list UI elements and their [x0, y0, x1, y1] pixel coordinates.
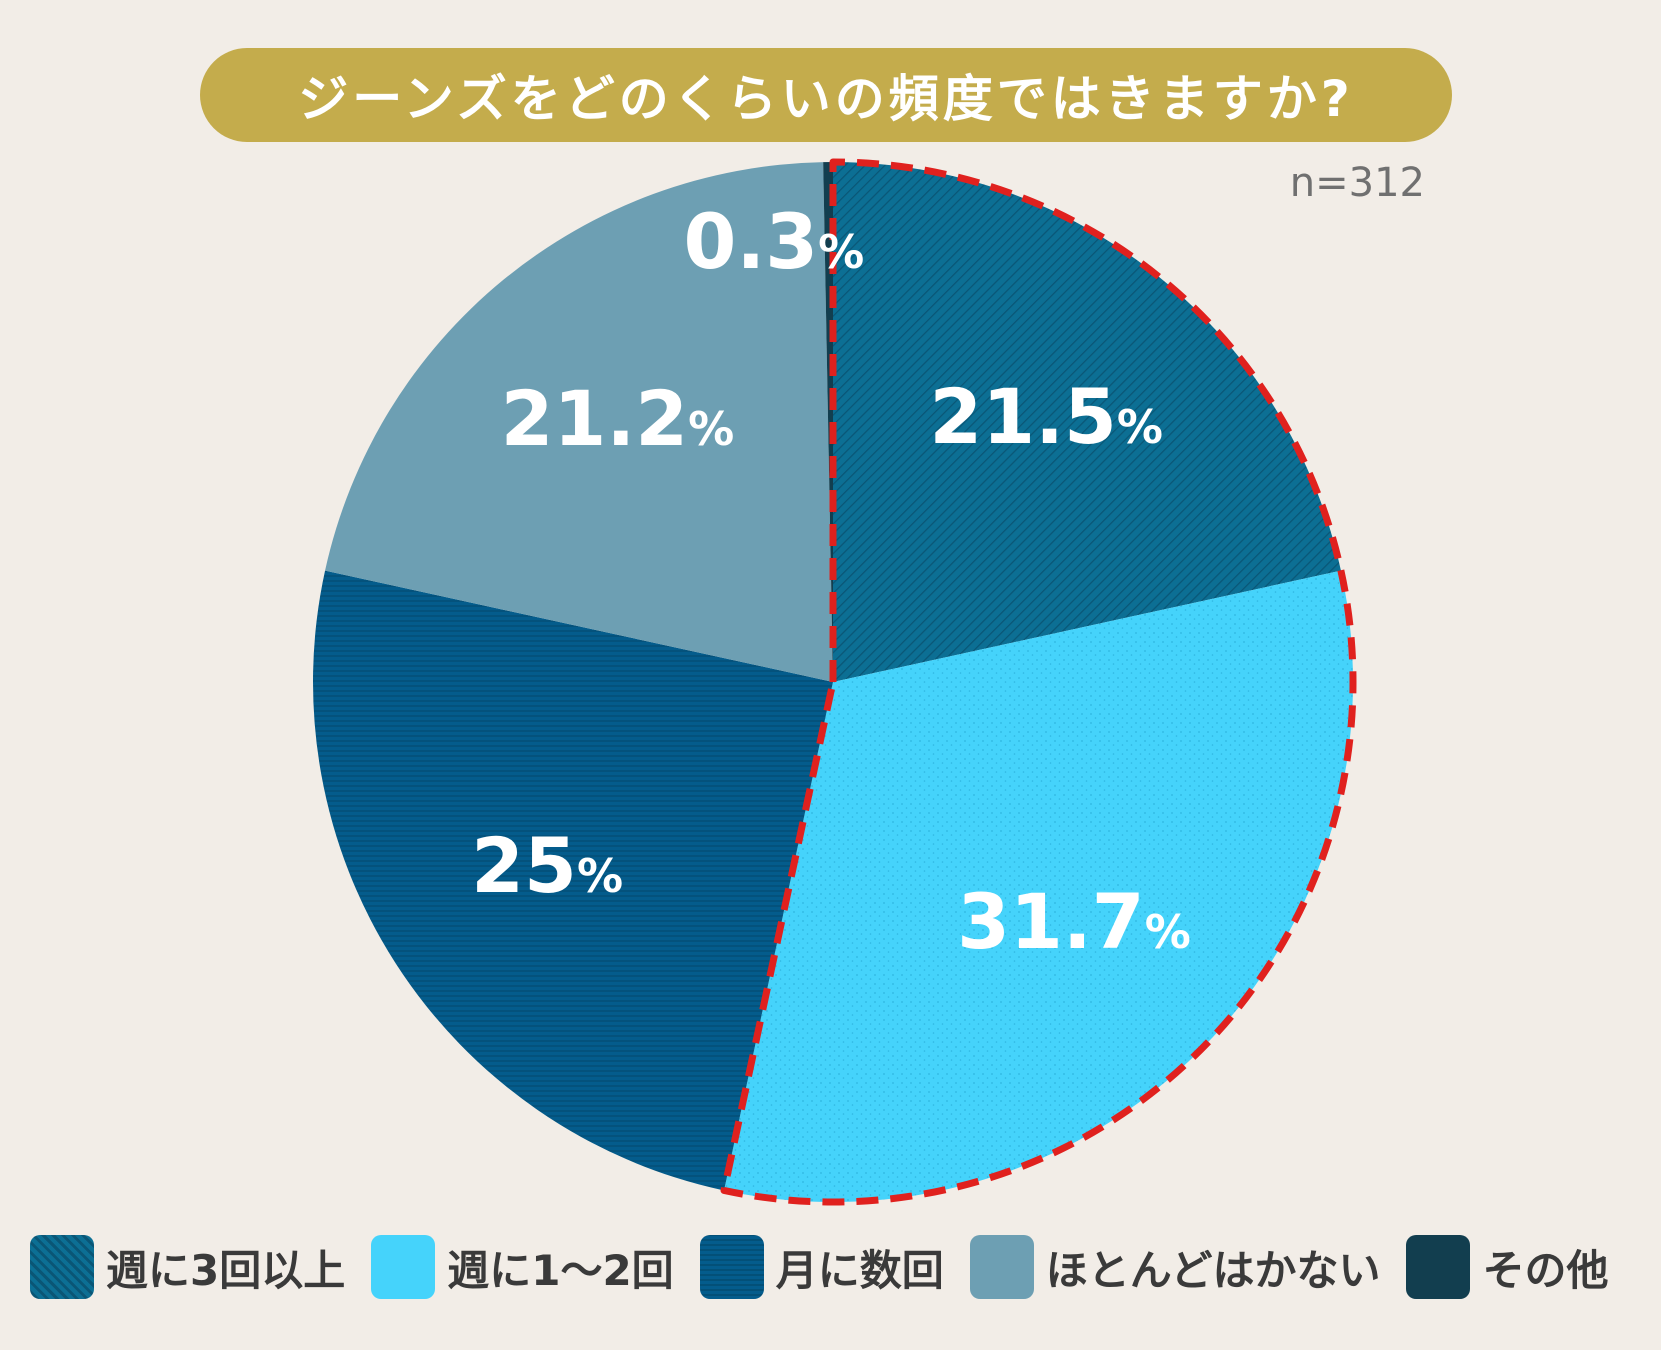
chart-title-banner: ジーンズをどのくらいの頻度ではきますか?	[200, 48, 1452, 142]
legend-item: その他	[1406, 1235, 1608, 1299]
legend-swatch	[969, 1235, 1034, 1299]
legend-label: 週に1～2回	[447, 1245, 674, 1295]
slice-value-label: 21.5%	[929, 372, 1163, 461]
legend-label: その他	[1482, 1245, 1609, 1295]
slice-value-label: 0.3%	[683, 197, 864, 286]
sample-size: n=312	[1289, 160, 1425, 206]
legend-swatch	[699, 1235, 764, 1299]
legend-label: ほとんどはかない	[1045, 1245, 1381, 1295]
pie-slice-4	[325, 162, 833, 683]
legend-label: 週に3回以上	[106, 1245, 346, 1295]
slice-value-label: 21.2%	[501, 374, 735, 463]
pie-slice-3	[313, 570, 834, 1191]
legend-label: 月に数回	[775, 1245, 944, 1295]
slice-value-label: 25%	[471, 821, 623, 910]
legend-item: 月に数回	[699, 1235, 944, 1299]
chart-title: ジーンズをどのくらいの頻度ではきますか?	[298, 70, 1354, 128]
legend-swatch	[30, 1235, 94, 1299]
legend-item: 週に3回以上	[30, 1235, 345, 1299]
pie-slice-2	[724, 570, 1353, 1202]
legend-swatch	[1406, 1235, 1471, 1299]
pie-slice-1	[833, 162, 1341, 682]
legend-item: ほとんどはかない	[969, 1235, 1381, 1299]
legend-item: 週に1～2回	[371, 1235, 674, 1299]
highlight-outline	[720, 158, 1357, 1206]
chart-legend: 週に3回以上 週に1～2回 月に数回 ほとんどはかない その他	[30, 1232, 1630, 1302]
slice-value-label: 31.7%	[957, 877, 1191, 966]
legend-swatch	[371, 1235, 436, 1299]
